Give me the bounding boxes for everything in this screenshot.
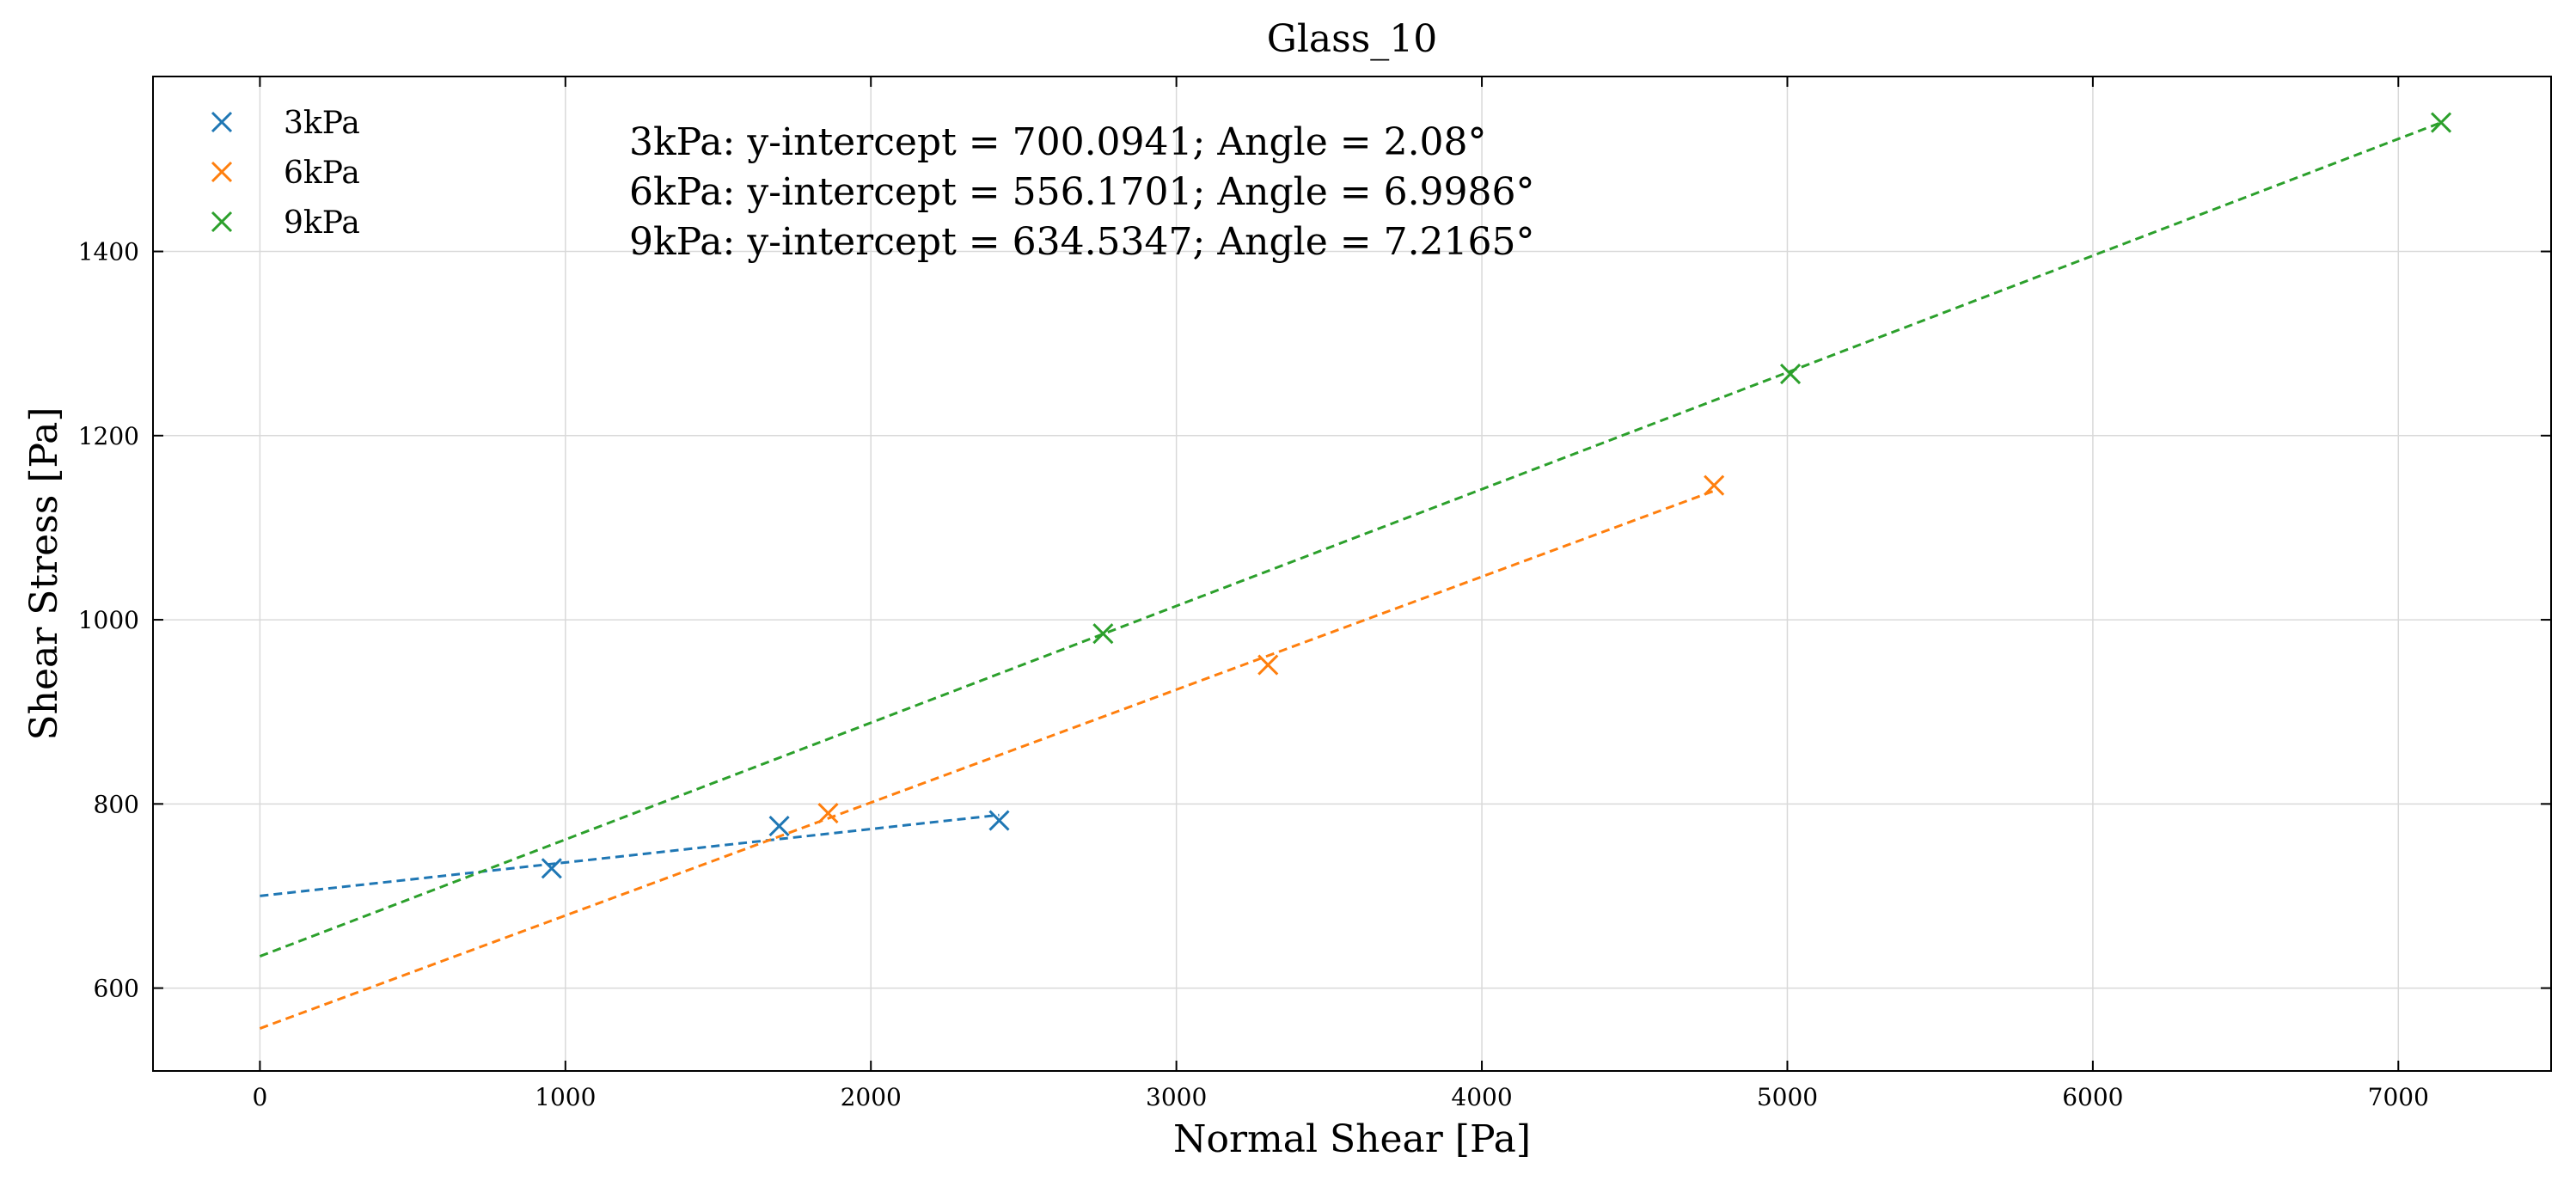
x-axis-label: Normal Shear [Pa]	[1173, 1117, 1531, 1161]
annotation-3kpa: 3kPa: y-intercept = 700.0941; Angle = 2.…	[629, 120, 1487, 164]
legend-marker	[211, 161, 233, 183]
data-point-3kpa	[541, 858, 562, 879]
annotation-9kpa: 9kPa: y-intercept = 634.5347; Angle = 7.…	[629, 220, 1535, 264]
x-tick-label: 0	[252, 1083, 267, 1111]
y-tick-label: 800	[94, 790, 139, 818]
legend-marker	[211, 211, 233, 233]
y-tick-label: 1200	[78, 422, 139, 450]
y-tick-label: 600	[94, 975, 139, 1003]
plot-frame	[152, 76, 2552, 1072]
annotation-6kpa: 6kPa: y-intercept = 556.1701; Angle = 6.…	[629, 170, 1535, 214]
marker-stroke	[817, 802, 839, 824]
x-tick-label: 2000	[841, 1083, 902, 1111]
x-tick-label: 3000	[1146, 1083, 1207, 1111]
fit-annotations: 3kPa: y-intercept = 700.0941; Angle = 2.…	[629, 120, 1535, 264]
grid	[153, 76, 2551, 1071]
data-point-6kpa	[817, 802, 839, 824]
chart-title: Glass_10	[1267, 17, 1438, 61]
legend-label-3kpa: 3kPa	[284, 106, 360, 141]
marker-stroke	[1704, 474, 1725, 496]
data-point-3kpa	[988, 810, 1010, 831]
x-tick-label: 7000	[2368, 1083, 2429, 1111]
marker-stroke	[2430, 112, 2452, 133]
legend-marker	[211, 111, 233, 133]
data-points	[541, 112, 2452, 879]
y-tick-label: 1000	[78, 606, 139, 634]
data-point-6kpa	[1704, 474, 1725, 496]
marker-stroke	[1092, 623, 1114, 645]
marker-stroke	[541, 858, 562, 879]
legend-label-9kpa: 9kPa	[284, 205, 360, 241]
x-tick-label: 6000	[2062, 1083, 2123, 1111]
ticks: 0 1000 2000 3000 4000 5000 6000 7000 600 800 1000 1…	[78, 76, 2551, 1111]
marker-stroke	[1257, 654, 1279, 676]
marker-stroke	[988, 810, 1010, 831]
fit-line-6kpa	[259, 489, 1715, 1030]
x-tick-label: 5000	[1757, 1083, 1818, 1111]
marker-stroke	[1779, 363, 1802, 385]
data-point-9kpa	[2430, 112, 2452, 133]
marker-stroke	[768, 815, 790, 837]
data-point-6kpa	[1257, 654, 1279, 676]
legend: 3kPa 6kPa 9kPa	[211, 106, 360, 241]
x-tick-label: 4000	[1451, 1083, 1512, 1111]
data-point-9kpa	[1092, 623, 1114, 645]
fit-line-9kpa	[259, 121, 2442, 958]
legend-label-6kpa: 6kPa	[284, 156, 360, 191]
fit-line-3kpa	[260, 813, 1000, 897]
data-point-9kpa	[1779, 363, 1802, 385]
y-axis-label: Shear Stress [Pa]	[22, 407, 66, 740]
x-tick-label: 1000	[535, 1083, 596, 1111]
y-tick-label: 1400	[78, 238, 139, 266]
fit-lines	[259, 121, 2442, 1030]
data-point-3kpa	[768, 815, 790, 837]
